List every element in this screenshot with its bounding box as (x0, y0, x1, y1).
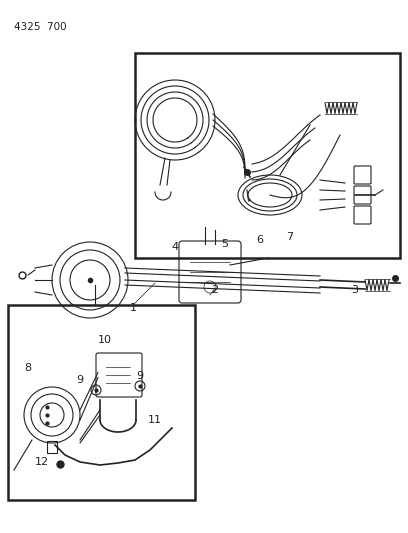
Bar (8, 305, 195, 500)
Text: 8: 8 (24, 363, 31, 373)
Text: 9: 9 (136, 371, 144, 381)
Text: 6: 6 (257, 235, 264, 245)
Text: 1: 1 (129, 303, 137, 313)
Bar (135, 53, 400, 258)
Text: 5: 5 (222, 239, 228, 249)
Bar (47, 441, 57, 453)
Text: 11: 11 (148, 415, 162, 425)
Text: 4: 4 (171, 242, 179, 252)
Text: 12: 12 (35, 457, 49, 467)
Text: 9: 9 (76, 375, 84, 385)
Text: 7: 7 (286, 232, 294, 242)
Text: 4325  700: 4325 700 (14, 22, 67, 32)
Text: 10: 10 (98, 335, 112, 345)
Text: 2: 2 (211, 285, 219, 295)
Text: 3: 3 (352, 285, 359, 295)
